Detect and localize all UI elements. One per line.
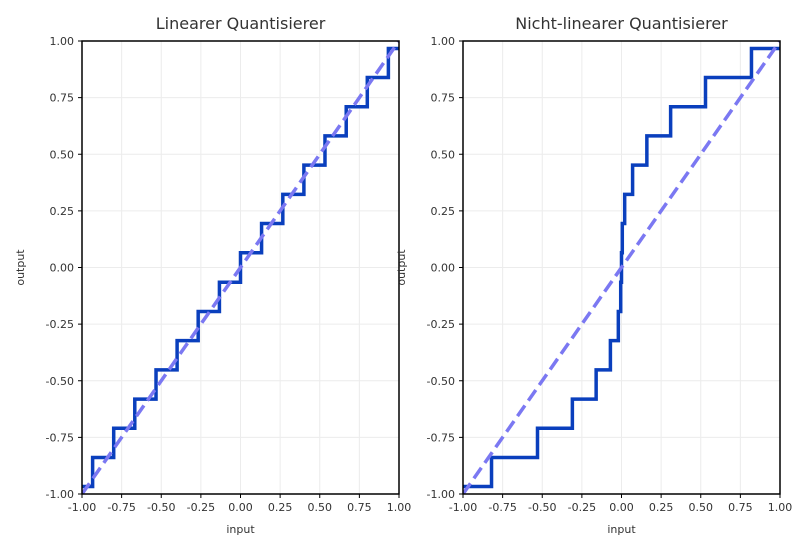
x-tick-label: -1.00 — [68, 501, 96, 514]
x-tick-label: 0.75 — [728, 501, 753, 514]
y-tick-label: -0.75 — [46, 431, 74, 444]
y-tick-label: -0.25 — [46, 318, 74, 331]
chart-panel-1: -1.00 -0.75 -0.50 -0.25 0.00 0.25 0.50 0.75 1.00… — [14, 14, 411, 536]
x-axis-label: input — [607, 523, 636, 536]
y-tick-label: -1.00 — [46, 488, 74, 501]
x-tick-label: 0.00 — [609, 501, 634, 514]
y-axis-label: output — [14, 249, 27, 286]
axes-frame — [462, 40, 781, 495]
chart-panel-2: -1.00 -0.75 -0.50 -0.25 0.00 0.25 0.50 0.75 1.00… — [395, 14, 792, 536]
x-tick-label: 1.00 — [387, 501, 412, 514]
y-tick-label: 1.00 — [50, 35, 75, 48]
x-tick-label: -0.25 — [187, 501, 215, 514]
x-tick-label: 0.50 — [308, 501, 333, 514]
x-tick-label: 0.75 — [347, 501, 372, 514]
y-tick-label: 1.00 — [431, 35, 456, 48]
x-tick-label: -0.75 — [488, 501, 516, 514]
y-tick-label: -0.50 — [46, 375, 74, 388]
x-tick-label: 1.00 — [768, 501, 793, 514]
y-tick-label: 0.00 — [50, 262, 75, 275]
x-tick-label: 0.00 — [228, 501, 253, 514]
identity-reference-series — [82, 41, 399, 494]
y-tick-label: -1.00 — [427, 488, 455, 501]
plot-area — [82, 41, 399, 494]
identity-reference-series — [463, 41, 780, 494]
chart-title: Linearer Quantisierer — [156, 14, 326, 33]
y-tick-label: -0.50 — [427, 375, 455, 388]
y-tick-label: 0.50 — [50, 148, 75, 161]
x-tick-label: -0.50 — [528, 501, 556, 514]
y-axis-label: output — [395, 249, 408, 286]
x-tick-label: -0.25 — [568, 501, 596, 514]
x-tick-label: 0.25 — [649, 501, 674, 514]
x-axis-label: input — [226, 523, 255, 536]
y-tick-label: 0.00 — [431, 262, 456, 275]
axes-frame — [81, 40, 400, 495]
x-tick-label: -0.75 — [107, 501, 135, 514]
y-tick-label: 0.25 — [50, 205, 75, 218]
y-tick-label: -0.75 — [427, 431, 455, 444]
chart-title: Nicht-linearer Quantisierer — [515, 14, 728, 33]
y-tick-label: 0.75 — [431, 92, 456, 105]
y-tick-label: 0.50 — [431, 148, 456, 161]
x-tick-label: -1.00 — [449, 501, 477, 514]
x-tick-label: 0.50 — [689, 501, 714, 514]
y-tick-label: -0.25 — [427, 318, 455, 331]
x-tick-label: -0.50 — [147, 501, 175, 514]
y-tick-label: 0.75 — [50, 92, 75, 105]
x-tick-label: 0.25 — [268, 501, 293, 514]
y-tick-label: 0.25 — [431, 205, 456, 218]
plot-area — [463, 41, 780, 494]
